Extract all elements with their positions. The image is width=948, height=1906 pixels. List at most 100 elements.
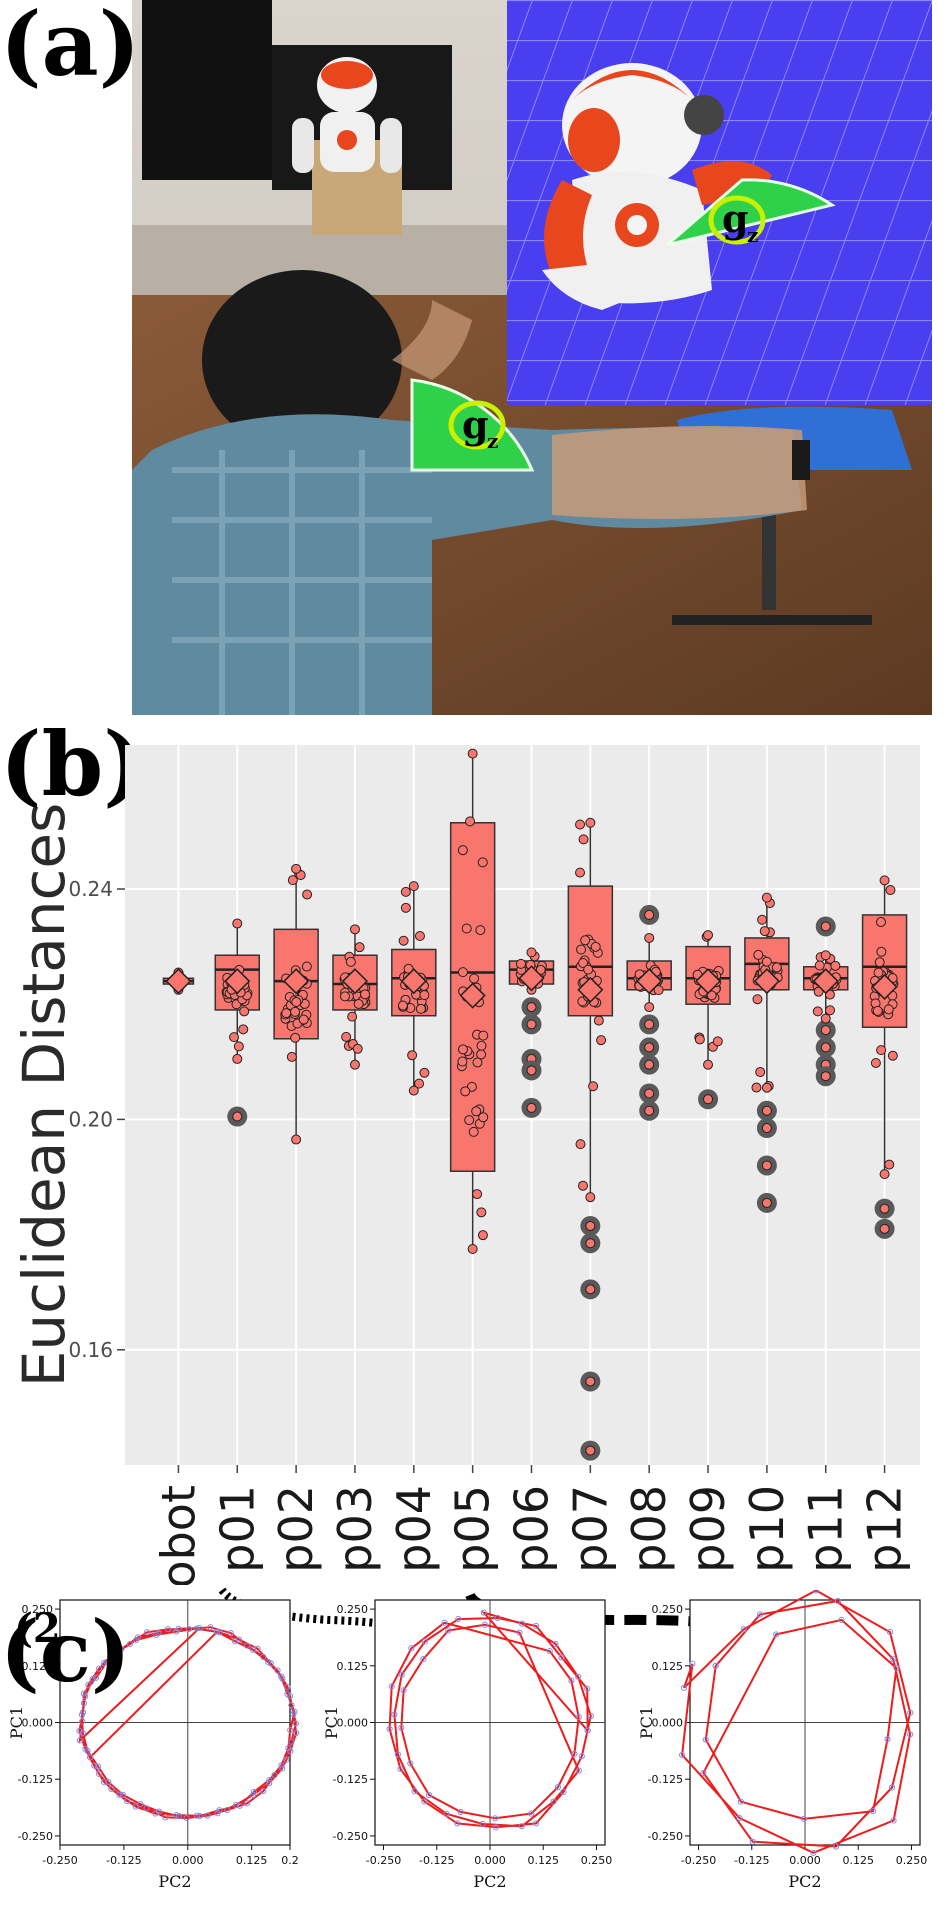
pca-point [445,1627,452,1634]
point-p02 [287,875,298,886]
mean-p09 [694,968,722,995]
x-tick-label-p02: p02 [269,1485,323,1573]
pca-point [749,1838,756,1845]
pca-point [216,1807,223,1814]
box-robot [162,967,195,995]
pca-point [232,1801,240,1809]
point-p07 [578,958,589,969]
pca-x-tick-label: 0.000 [172,1854,204,1867]
pca-point [231,1638,239,1645]
point-p12 [875,917,886,928]
pca-point [546,1648,553,1655]
point-p05 [472,1189,483,1200]
point-p11 [824,989,835,1000]
pca-point [80,1700,88,1707]
pca-point [890,1656,897,1663]
pca-point [207,1624,214,1631]
point-p05 [477,1230,488,1241]
pca-point [575,1767,582,1774]
pca-point [287,1727,294,1734]
point-p03 [347,1011,358,1022]
x-tick-label-p09: p09 [681,1485,735,1573]
pca-point [143,1805,150,1812]
pca-y-tick-label: -0.125 [333,1773,368,1786]
point-min-p02 [291,1134,302,1145]
point-max-p06 [526,947,537,958]
pca-point [109,1651,117,1658]
pca-x-axis-label: PC2 [788,1872,821,1891]
pca-point [108,1785,115,1793]
pca-point [95,1763,102,1770]
x-tick-label-robot: robot [151,1485,205,1585]
point-p03 [353,998,364,1009]
pca-point [532,1622,540,1630]
pca-point [250,1791,257,1798]
pca-point [82,1693,89,1700]
pca-x-axis-label: PC2 [473,1872,506,1891]
y-tick-label: 0.24 [68,877,113,901]
pca-point [907,1709,914,1716]
point-p04 [398,935,409,946]
point-max-p03 [349,924,360,935]
pca-point [584,1727,591,1734]
pca-point [420,1655,427,1663]
pca-point [518,1823,525,1830]
pca-point [284,1683,291,1691]
pca-point [907,1731,914,1738]
point-p02 [281,1008,292,1019]
y-tick-label: 0.20 [68,1107,113,1131]
x-tick-label-p08: p08 [622,1485,676,1573]
point-p12 [885,885,896,896]
pca-point [411,1788,418,1795]
pca-point [560,1788,567,1795]
pca-y-tick-label: 0.125 [337,1660,369,1673]
box-p03 [332,924,378,1070]
pca-point [254,1645,261,1652]
pca-point [164,1626,172,1633]
monitor-left [142,0,272,180]
point-p05 [475,925,486,936]
outlier-point-p10 [761,1105,772,1116]
point-min-p05 [467,1244,478,1254]
point-p02 [301,961,312,972]
pca-point [700,1769,707,1776]
pca-point [756,1611,764,1618]
x-tick-label-p10: p10 [740,1485,794,1573]
pca-point [712,1662,719,1669]
pca-point [426,1792,433,1799]
pca-point [137,1801,144,1808]
point-min-p11 [820,1013,831,1024]
point-p12 [884,1159,895,1170]
pca-point [773,1631,780,1638]
outlier-point-p01 [232,1111,243,1122]
point-p11 [813,986,824,997]
point-p02 [286,1051,297,1062]
pca-point [143,1629,151,1636]
pca-plot-p01: 0.250 0.125 0.000 -0.125 -0.250 -0.250 -0.125 0… [322,1599,612,1891]
gz-label-real: g [462,402,489,447]
pca-point [100,1660,107,1667]
pca-point [455,1615,462,1623]
point-p04 [397,1000,408,1011]
outlier-point-p08 [644,1019,655,1030]
x-tick-label-p06: p06 [505,1485,559,1573]
person [132,270,810,715]
pca-point [516,1629,523,1636]
pca-y-tick-label: 0.250 [652,1603,684,1616]
point-p07 [578,1180,588,1191]
pca-point [260,1653,267,1661]
point-max-p09 [703,930,714,941]
point-p11 [825,1005,836,1016]
point-p03 [345,956,356,967]
pca-point [132,1803,139,1810]
pca-point [886,1629,894,1636]
point-p12 [887,1050,898,1061]
point-min-p08 [644,1002,655,1013]
boxplot-chart: 0.160.200.24 robot p01 p02 p03 p04 p05 p06 p07 p… [68,745,920,1585]
point-p07 [580,935,591,946]
pca-point [291,1708,298,1715]
point-p02 [298,1014,309,1025]
point-p04 [403,963,414,974]
pca-point [550,1798,557,1805]
point-p05 [460,1086,471,1097]
